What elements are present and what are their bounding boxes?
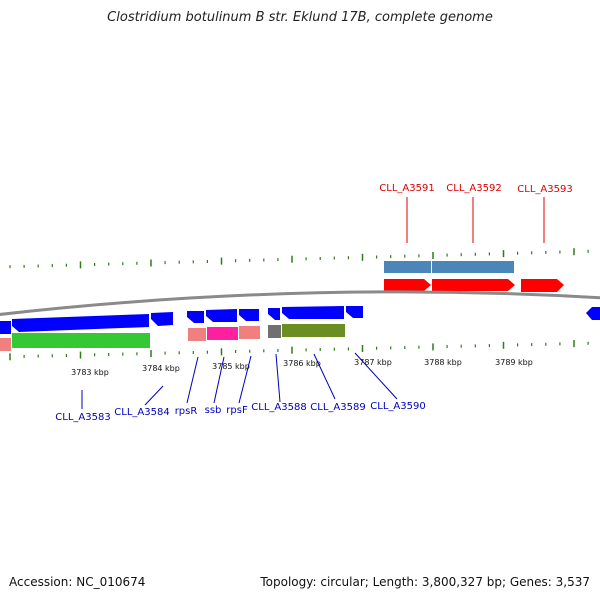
gene-arrow-cll-a3589[interactable] [282, 306, 344, 319]
leader-line-cll-a3589 [313, 353, 336, 400]
leader-line-cll-a3584 [144, 385, 164, 406]
scale-label: 3783 kbp [71, 368, 109, 377]
gene-arrow-rpsr[interactable] [187, 311, 204, 323]
forward-gene-labels: CLL_A3591 CLL_A3592 CLL_A3593 [379, 183, 573, 243]
scale-label: 3785 kbp [212, 362, 250, 371]
forward-strand [384, 261, 564, 292]
leader-line-rpsf [238, 355, 252, 404]
scale-label: 3789 kbp [495, 358, 533, 367]
scale-label: 3788 kbp [424, 358, 462, 367]
gene-label-cll-a3583[interactable]: CLL_A3583 [55, 412, 110, 423]
gene-arrow-cll-a3590[interactable] [346, 306, 363, 318]
upper-tick-row [9, 248, 589, 269]
cds-block-cll-a3592[interactable] [432, 261, 514, 273]
cds-block-cll-a3588[interactable] [268, 325, 281, 338]
scale-label: 3787 kbp [354, 358, 392, 367]
gene-arrow-cll-a3593[interactable] [521, 279, 564, 292]
gene-arrow-right-edge[interactable] [586, 307, 600, 320]
gene-arrow-cll-a3592[interactable] [432, 279, 515, 291]
gene-arrow-ssb[interactable] [206, 309, 237, 322]
accession-text: Accession: NC_010674 [9, 575, 146, 589]
reverse-strand-cds [0, 324, 345, 351]
genome-backbone [0, 290, 600, 316]
scale-tick-row [9, 340, 589, 361]
gene-label-rpsr[interactable]: rpsR [175, 406, 198, 417]
gene-label-cll-a3592[interactable]: CLL_A3592 [446, 183, 501, 194]
scale-label: 3784 kbp [142, 364, 180, 373]
leader-line-ssb [213, 356, 225, 404]
gene-arrow-cll-a3588[interactable] [268, 308, 280, 320]
reverse-gene-labels: CLL_A3583 CLL_A3584 rpsR ssb rpsF CLL_A3… [55, 401, 425, 423]
gene-label-ssb[interactable]: ssb [205, 405, 222, 416]
leader-line-cll-a3590 [354, 352, 398, 400]
gene-arrow-cll-a3583[interactable] [12, 314, 149, 332]
gene-label-rpsf[interactable]: rpsF [226, 405, 248, 416]
genome-summary-text: Topology: circular; Length: 3,800,327 bp… [260, 575, 590, 589]
reverse-strand-genes [0, 306, 600, 334]
gene-arrow-cll-a3591[interactable] [384, 279, 431, 291]
gene-label-cll-a3590[interactable]: CLL_A3590 [370, 401, 425, 412]
map-title: Clostridium botulinum B str. Eklund 17B,… [107, 10, 493, 25]
leader-line-cll-a3588 [275, 353, 281, 403]
reverse-gene-leaders [81, 352, 398, 409]
leader-line-rpsr [186, 356, 199, 404]
gene-label-cll-a3589[interactable]: CLL_A3589 [310, 402, 365, 413]
gene-arrow-rpsf[interactable] [239, 309, 259, 321]
cds-block-ssb[interactable] [207, 327, 238, 340]
gene-label-cll-a3584[interactable]: CLL_A3584 [114, 407, 169, 418]
gene-arrow-left-edge[interactable] [0, 321, 11, 334]
gene-label-cll-a3588[interactable]: CLL_A3588 [251, 402, 306, 413]
cds-block-rpsf[interactable] [239, 326, 260, 339]
cds-block-left-edge[interactable] [0, 338, 11, 351]
gene-arrow-cll-a3584[interactable] [151, 312, 173, 326]
cds-block-cll-a3583[interactable] [12, 333, 150, 348]
gene-label-cll-a3593[interactable]: CLL_A3593 [517, 184, 572, 195]
cds-block-rpsr[interactable] [188, 328, 206, 341]
gene-label-cll-a3591[interactable]: CLL_A3591 [379, 183, 434, 194]
scale-label: 3786 kbp [283, 359, 321, 368]
cds-block-cll-a3591[interactable] [384, 261, 431, 273]
cds-block-cll-a3589[interactable] [282, 324, 345, 337]
scale-labels: 3783 kbp 3784 kbp 3785 kbp 3786 kbp 3787… [71, 358, 533, 377]
